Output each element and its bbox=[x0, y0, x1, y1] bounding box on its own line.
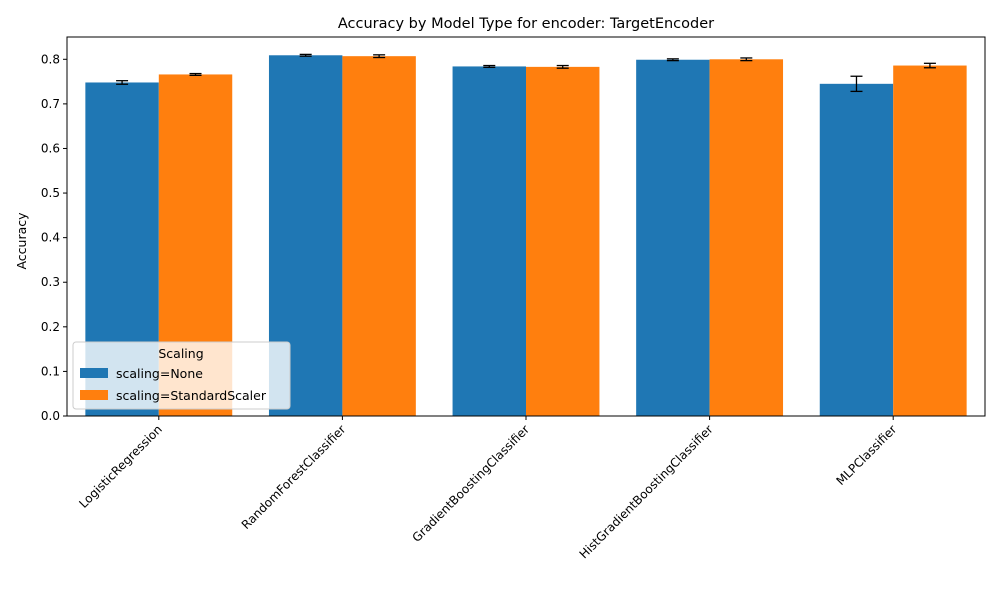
error-bar-histgradientboostingclassifier-scaling-none bbox=[666, 58, 679, 62]
legend-label-scaling-none: scaling=None bbox=[116, 366, 203, 381]
bars-layer bbox=[85, 55, 967, 417]
y-tick-label: 0.8 bbox=[41, 52, 60, 66]
y-tick-label: 0.6 bbox=[41, 141, 60, 155]
bar-randomforestclassifier-scaling-standardscaler bbox=[342, 56, 416, 417]
error-bar-histgradientboostingclassifier-scaling-standardscaler bbox=[740, 57, 753, 62]
chart-title: Accuracy by Model Type for encoder: Targ… bbox=[338, 16, 714, 32]
legend: Scaling scaling=None scaling=StandardSca… bbox=[72, 341, 291, 410]
legend-title: Scaling bbox=[158, 346, 203, 361]
bar-mlpclassifier-scaling-standardscaler bbox=[893, 65, 967, 416]
error-bar-logisticregression-scaling-standardscaler bbox=[189, 72, 202, 76]
legend-box bbox=[72, 341, 291, 410]
legend-label-scaling-standardscaler: scaling=StandardScaler bbox=[116, 388, 267, 403]
y-axis-label: Accuracy bbox=[14, 212, 29, 270]
y-tick-label: 0.4 bbox=[41, 231, 60, 245]
error-bar-mlpclassifier-scaling-none bbox=[850, 75, 863, 93]
y-tick-label: 0.5 bbox=[41, 186, 60, 200]
error-bar-mlpclassifier-scaling-standardscaler bbox=[923, 62, 936, 69]
error-bar-randomforestclassifier-scaling-none bbox=[299, 53, 312, 57]
error-bar-logisticregression-scaling-none bbox=[116, 80, 129, 85]
bar-mlpclassifier-scaling-none bbox=[819, 83, 894, 416]
bar-gradientboostingclassifier-scaling-standardscaler bbox=[526, 66, 600, 417]
y-axis-ticks: 0.0 0.1 0.2 0.3 0.4 0.5 0.6 0.7 0.8 bbox=[41, 52, 67, 423]
error-bar-randomforestclassifier-scaling-standardscaler bbox=[373, 54, 386, 59]
y-tick-label: 0.0 bbox=[41, 409, 60, 423]
y-tick-label: 0.7 bbox=[41, 97, 60, 111]
bar-histgradientboostingclassifier-scaling-standardscaler bbox=[709, 59, 784, 416]
plot-frame bbox=[66, 36, 986, 417]
legend-swatch-scaling-standardscaler bbox=[80, 390, 108, 400]
y-tick-label: 0.3 bbox=[41, 275, 60, 289]
y-tick-label: 0.2 bbox=[41, 320, 60, 334]
y-tick-label: 0.1 bbox=[41, 364, 60, 378]
bar-gradientboostingclassifier-scaling-none bbox=[452, 66, 526, 417]
bar-histgradientboostingclassifier-scaling-none bbox=[636, 59, 710, 417]
error-bar-gradientboostingclassifier-scaling-standardscaler bbox=[556, 64, 569, 69]
legend-swatch-scaling-none bbox=[80, 368, 108, 378]
error-bar-gradientboostingclassifier-scaling-none bbox=[483, 64, 496, 68]
error-bars-layer bbox=[116, 53, 936, 93]
